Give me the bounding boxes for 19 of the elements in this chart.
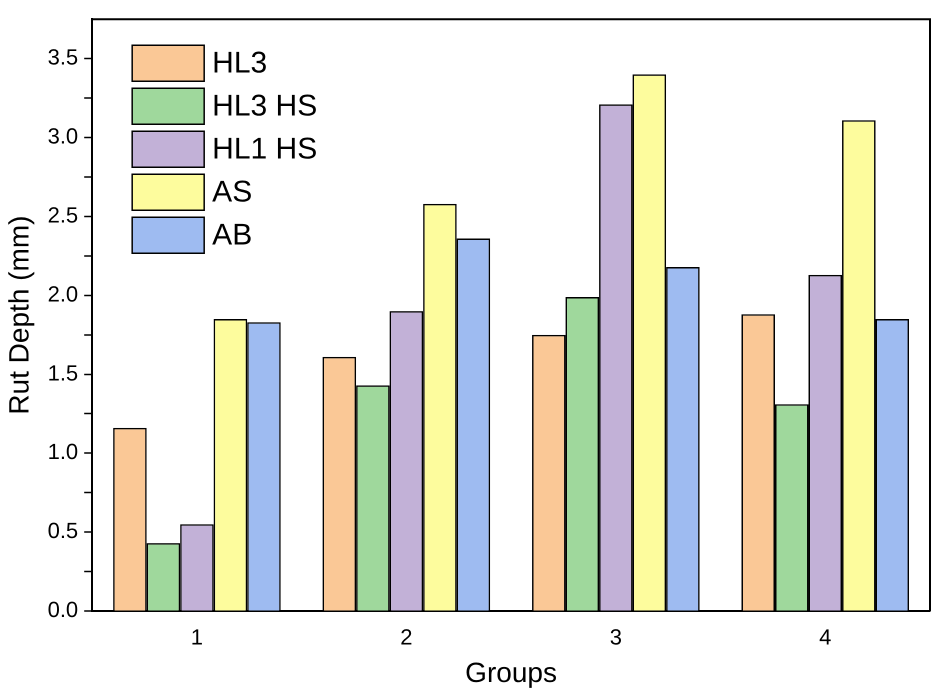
y-tick-label: 0.5 — [48, 518, 78, 544]
y-tick-label: 2.0 — [48, 281, 78, 306]
y-tick-label: 3.0 — [48, 124, 78, 149]
x-tick-label: 3 — [610, 624, 622, 650]
y-tick-label: 1.0 — [48, 439, 78, 464]
y-tick-label: 0.0 — [48, 597, 78, 622]
x-axis-title: Groups — [465, 656, 558, 688]
x-tick-label: 1 — [190, 624, 204, 650]
legend-label: HL3 — [212, 46, 268, 80]
y-tick-label: 1.5 — [48, 360, 78, 386]
y-axis-title: Rut Depth (mm) — [4, 216, 35, 415]
y-tick-label: 3.5 — [48, 44, 78, 70]
legend-label: AS — [212, 175, 252, 208]
x-tick-label: 4 — [819, 624, 832, 650]
legend-label: HL3 HS — [212, 89, 318, 122]
x-tick-label: 2 — [400, 624, 412, 650]
legend-label: HL1 HS — [212, 132, 318, 166]
y-tick-label: 2.5 — [48, 202, 78, 228]
legend-label: AB — [212, 218, 252, 252]
